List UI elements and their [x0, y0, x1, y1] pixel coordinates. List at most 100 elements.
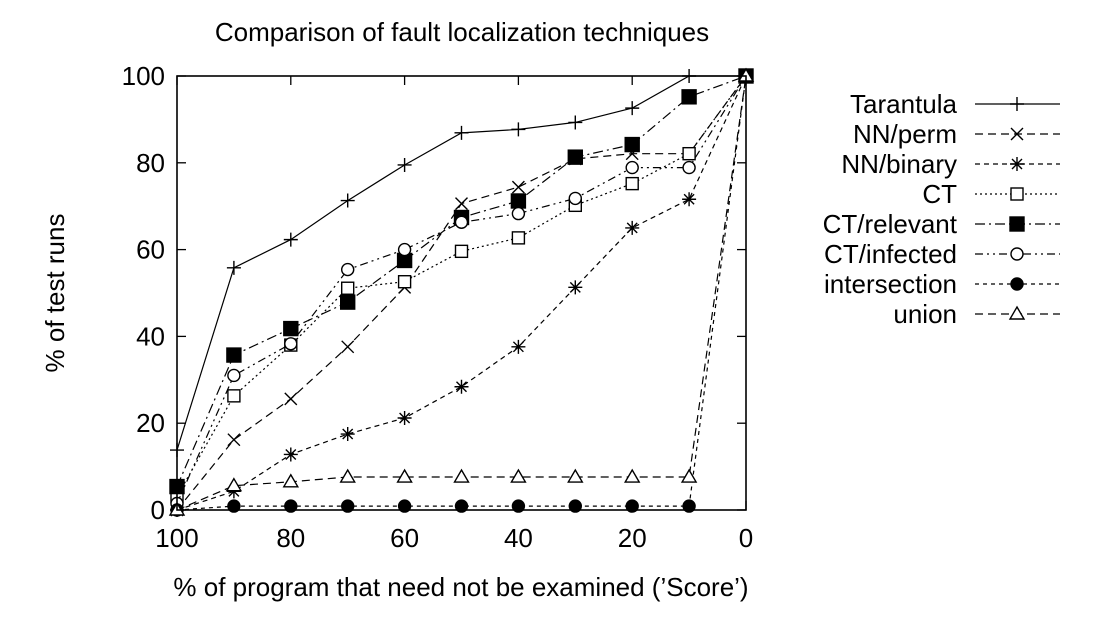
data-point-marker	[397, 275, 412, 289]
data-point-marker	[682, 146, 696, 161]
legend-item: CT/relevant	[823, 209, 1060, 239]
x-tick-label: 40	[504, 523, 533, 553]
plot-series	[168, 67, 755, 517]
y-axis: 0 20 40 60 80 100	[122, 61, 746, 525]
data-point-marker	[1010, 247, 1024, 261]
x-axis: 100 80 60 40 20 0	[155, 76, 753, 553]
x-tick-label: 80	[276, 523, 305, 553]
series-line	[176, 75, 747, 487]
data-point-marker	[625, 499, 639, 513]
data-point-marker	[396, 468, 413, 483]
legend-item: NN/binary	[841, 149, 1060, 179]
data-point-marker	[340, 193, 355, 208]
series-line	[176, 75, 747, 511]
data-point-marker	[341, 281, 355, 295]
data-point-marker	[625, 220, 640, 235]
legend-item: intersection	[824, 269, 1060, 299]
data-point-marker	[226, 347, 242, 363]
data-point-marker	[455, 197, 468, 211]
legend-label: union	[893, 299, 957, 329]
data-point-marker	[1010, 127, 1024, 141]
data-point-marker	[568, 499, 582, 513]
data-point-marker	[680, 468, 698, 483]
data-point-marker	[682, 499, 696, 513]
series-line	[176, 75, 747, 511]
data-point-marker	[339, 468, 356, 483]
data-point-marker	[227, 433, 241, 447]
data-point-marker	[511, 339, 526, 354]
series-line	[176, 75, 747, 497]
series-line	[176, 75, 747, 511]
data-point-marker	[283, 232, 298, 247]
data-point-marker	[454, 499, 469, 513]
legend-label: CT/infected	[824, 239, 957, 269]
data-point-marker	[341, 499, 355, 513]
data-point-marker	[511, 499, 526, 513]
chart-title: Comparison of fault localization techniq…	[215, 17, 709, 47]
data-point-marker	[454, 379, 469, 394]
y-tick-label: 60	[136, 235, 165, 265]
data-point-marker	[511, 206, 526, 221]
legend-item: union	[893, 299, 1060, 329]
legend-item: CT/infected	[824, 239, 1060, 269]
data-point-marker	[226, 260, 241, 275]
legend-label: CT	[922, 179, 957, 209]
data-point-marker	[227, 368, 241, 383]
data-point-marker	[568, 115, 583, 130]
data-point-marker	[1010, 277, 1024, 291]
data-point-marker	[1008, 305, 1026, 320]
data-point-marker	[510, 468, 527, 483]
data-point-marker	[625, 160, 639, 175]
data-point-marker	[227, 499, 241, 513]
data-point-marker	[284, 337, 298, 351]
legend-label: NN/binary	[841, 149, 957, 179]
data-point-marker	[623, 468, 641, 483]
series-ct-infected	[170, 69, 753, 511]
data-point-marker	[1010, 157, 1024, 171]
y-tick-label: 80	[136, 148, 165, 178]
x-axis-label: % of program that need not be examined (…	[173, 572, 748, 602]
data-point-marker	[340, 427, 355, 442]
legend-item: CT	[922, 179, 1060, 209]
x-tick-label: 20	[618, 523, 647, 553]
data-point-marker	[454, 244, 469, 259]
legend-label: Tarantula	[850, 89, 957, 119]
data-point-marker	[397, 499, 412, 513]
x-tick-label: 0	[739, 523, 753, 553]
series-union	[168, 67, 755, 516]
data-point-marker	[283, 320, 299, 337]
legend: TarantulaNN/permNN/binaryCTCT/relevantCT…	[823, 89, 1060, 329]
legend-label: NN/perm	[853, 119, 957, 149]
data-point-marker	[1010, 97, 1024, 111]
x-tick-label: 100	[155, 523, 198, 553]
y-tick-label: 20	[136, 408, 165, 438]
data-point-marker	[454, 125, 469, 140]
data-point-marker	[625, 101, 640, 116]
data-point-marker	[682, 160, 696, 175]
data-point-marker	[341, 262, 355, 277]
data-point-marker	[453, 468, 470, 483]
series-tarantula	[170, 69, 753, 458]
data-point-marker	[567, 149, 583, 165]
data-point-marker	[340, 294, 356, 310]
plot-area-frame	[176, 75, 747, 511]
series-ct-relevant	[169, 68, 754, 495]
legend-label: intersection	[824, 269, 957, 299]
data-point-marker	[397, 157, 412, 172]
data-point-marker	[227, 389, 241, 403]
data-point-marker	[284, 499, 298, 513]
data-point-marker	[681, 89, 697, 105]
data-point-marker	[1009, 216, 1025, 232]
data-point-marker	[510, 193, 527, 209]
data-point-marker	[341, 340, 355, 354]
data-point-marker	[225, 477, 243, 492]
data-point-marker	[682, 192, 697, 207]
data-point-marker	[568, 191, 582, 206]
data-point-marker	[284, 392, 298, 406]
data-point-marker	[397, 410, 412, 425]
data-point-marker	[625, 176, 639, 191]
y-tick-label: 0	[151, 495, 165, 525]
data-point-marker	[624, 136, 640, 153]
